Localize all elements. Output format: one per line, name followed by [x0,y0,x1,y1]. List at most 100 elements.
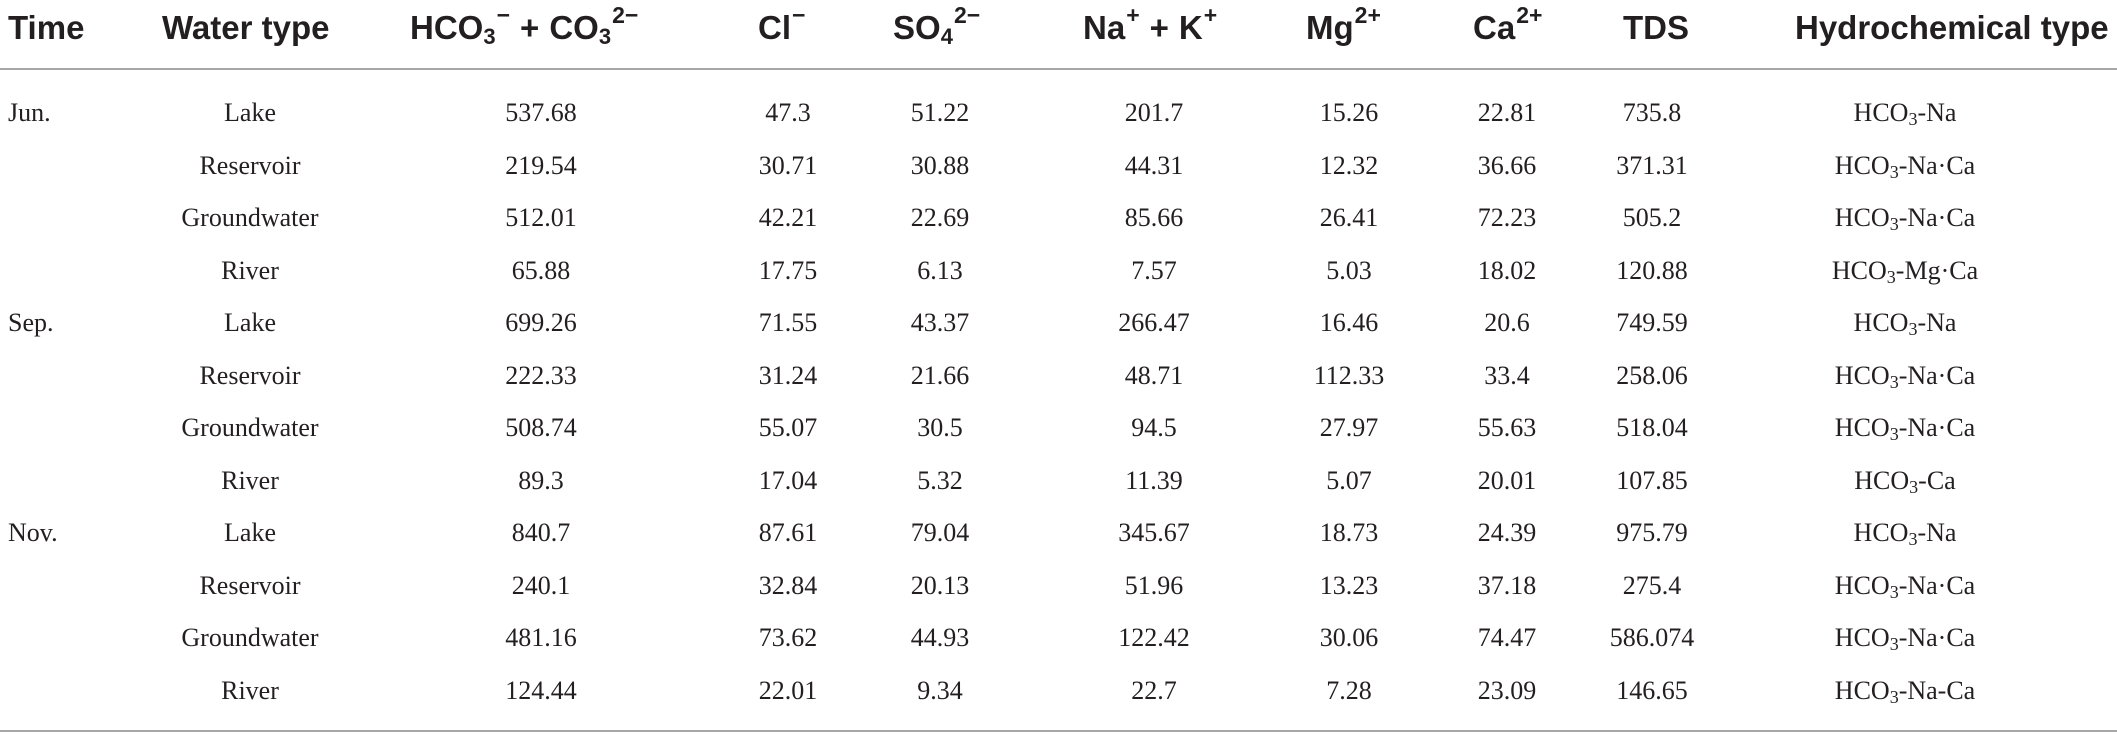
header-hco3-co3: HCO 3− + CO 3 2− [410,0,638,56]
header-ca-charge: 2+ [1516,1,1543,28]
cell-tds: 107.85 [1616,466,1688,495]
table-row: River 89.3 17.04 5.32 11.39 5.07 20.01 107.85 HC… [0,455,2117,507]
cell-cl: 30.71 [758,151,818,180]
cell-water-type: Groundwater [181,623,319,652]
table-row: Reservoir 219.54 30.71 30.88 44.31 12.32 36.66… [0,140,2117,192]
header-hco3-plus: + [520,9,540,46]
cell-water-type: Reservoir [199,361,301,390]
cell-ca: 36.66 [1477,151,1537,180]
htype-base: HCO [1854,466,1910,495]
htype-cations: -Na·Ca [1898,413,1976,442]
cell-tds: 749.59 [1616,308,1688,337]
cell-water-type: River [221,466,279,495]
table-row: Groundwater 512.01 42.21 22.69 85.66 26.41 72.… [0,192,2117,244]
htype-subscript: 3 [1889,423,1899,444]
cell-tds: 735.8 [1622,98,1682,127]
header-time: Time [8,9,85,46]
header-mg-charge: 2+ [1354,1,1381,28]
cell-mg: 112.33 [1313,361,1385,390]
cell-tds: 371.31 [1616,151,1688,180]
cell-htype: HCO 3 -Na [1854,87,1957,139]
htype-subscript: 3 [1889,371,1899,392]
cell-water-type: Groundwater [181,413,319,442]
cell-ca: 20.01 [1477,466,1537,495]
cell-water-type: Reservoir [199,151,301,180]
cell-cl: 17.75 [758,256,818,285]
htype-base: HCO [1834,203,1890,232]
cell-water-type: Lake [224,308,276,337]
cell-cl: 87.61 [758,518,818,547]
header-mg-base: Mg [1306,9,1354,46]
cell-ca: 22.81 [1477,98,1537,127]
cell-so4: 9.34 [917,676,963,705]
header-k-charge: + [1203,1,1218,28]
cell-time: Sep. [8,308,54,337]
cell-mg: 27.97 [1319,413,1379,442]
cell-tds: 120.88 [1616,256,1688,285]
htype-cations: -Na·Ca [1898,203,1976,232]
cell-na-k: 7.57 [1131,256,1177,285]
cell-htype: HCO 3 -Na·Ca [1835,140,1975,192]
htype-subscript: 3 [1908,318,1918,339]
cell-na-k: 266.47 [1118,308,1190,337]
cell-water-type: River [221,256,279,285]
header-k-base: K [1178,9,1203,46]
cell-htype: HCO 3 -Na-Ca [1835,665,1975,717]
cell-hco3-co3: 481.16 [505,623,577,652]
htype-cations: -Ca [1918,466,1956,495]
cell-ca: 24.39 [1477,518,1537,547]
table-row: Jun. Lake 537.68 47.3 51.22 201.7 15.26 22.81 73… [0,87,2117,139]
htype-base: HCO [1834,361,1890,390]
htype-base: HCO [1834,676,1890,705]
header-na-k-plus: + [1149,9,1169,46]
header-tds: TDS [1623,9,1689,46]
cell-so4: 79.04 [910,518,970,547]
cell-water-type: Lake [224,518,276,547]
table-row: River 124.44 22.01 9.34 22.7 7.28 23.09 146.65 H… [0,665,2117,717]
header-hco3-subscript: 3 [483,24,496,49]
htype-subscript: 3 [1889,581,1899,602]
cell-time: Nov. [8,518,58,547]
htype-subscript: 3 [1889,161,1899,182]
cell-cl: 55.07 [758,413,818,442]
cell-htype: HCO 3 -Na·Ca [1835,192,1975,244]
cell-hco3-co3: 699.26 [505,308,577,337]
cell-hco3-co3: 219.54 [505,151,577,180]
cell-cl: 31.24 [758,361,818,390]
cell-so4: 30.88 [910,151,970,180]
cell-tds: 146.65 [1616,676,1688,705]
htype-cations: -Na [1917,518,1957,547]
htype-cations: -Na·Ca [1898,151,1976,180]
cell-na-k: 11.39 [1125,466,1183,495]
header-rule [0,68,2117,70]
htype-cations: -Mg·Ca [1895,256,1979,285]
htype-subscript: 3 [1889,633,1899,654]
table-row: River 65.88 17.75 6.13 7.57 5.03 18.02 120.88 HC… [0,245,2117,297]
htype-cations: -Na-Ca [1898,676,1976,705]
header-hydrochemical-type: Hydrochemical type [1795,9,2109,46]
htype-cations: -Na·Ca [1898,361,1976,390]
cell-na-k: 94.5 [1131,413,1177,442]
header-ca: Ca 2+ [1473,0,1542,56]
header-na-k: Na + + K + [1083,0,1217,56]
cell-so4: 5.32 [917,466,963,495]
header-hco3-base: HCO [410,9,484,46]
htype-base: HCO [1834,151,1890,180]
table-row: Groundwater 508.74 55.07 30.5 94.5 27.97 55.63… [0,402,2117,454]
table-row: Nov. Lake 840.7 87.61 79.04 345.67 18.73 24.39 9… [0,507,2117,559]
htype-base: HCO [1834,413,1890,442]
cell-so4: 44.93 [910,623,970,652]
cell-htype: HCO 3 -Na·Ca [1835,402,1975,454]
cell-so4: 22.69 [910,203,970,232]
htype-subscript: 3 [1909,476,1919,497]
cell-mg: 26.41 [1319,203,1379,232]
htype-cations: -Na·Ca [1898,571,1976,600]
cell-na-k: 48.71 [1124,361,1184,390]
cell-na-k: 201.7 [1124,98,1184,127]
header-co3-subscript: 3 [598,24,612,49]
cell-mg: 5.03 [1326,256,1372,285]
header-cl-charge: − [792,1,806,28]
cell-water-type: Groundwater [181,203,319,232]
cell-htype: HCO 3 -Ca [1854,455,1955,507]
cell-tds: 975.79 [1616,518,1688,547]
